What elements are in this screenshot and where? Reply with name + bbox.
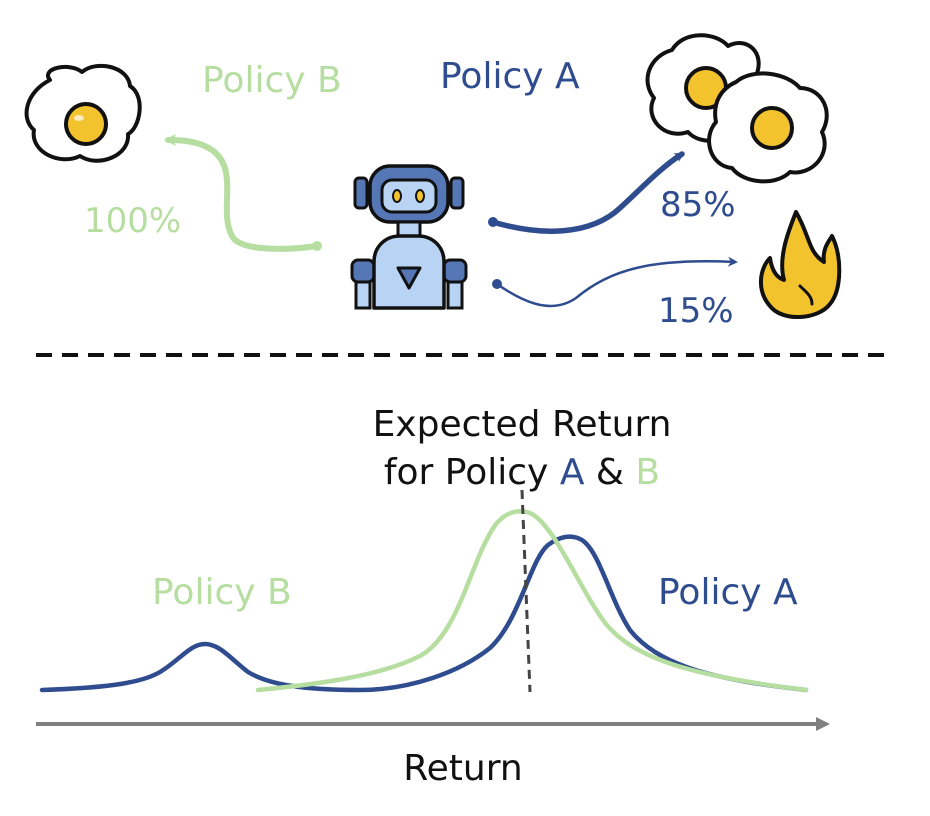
policy-b-probability: 100% xyxy=(84,201,181,241)
fire-icon xyxy=(759,210,842,320)
policy-b-arrow xyxy=(164,134,322,252)
expected-return-title-line2: for Policy A & B xyxy=(384,452,660,493)
bottom-policy-b-label: Policy B xyxy=(152,572,292,613)
return-axis-label: Return xyxy=(403,748,522,789)
policy-a-fail-arrow xyxy=(492,256,738,308)
policy-a-success-probability: 85% xyxy=(660,185,736,225)
policy-a-success-arrow xyxy=(488,151,685,234)
two-fried-eggs-icon xyxy=(645,33,829,184)
bottom-policy-a-label: Policy A xyxy=(658,572,798,613)
fried-egg-icon xyxy=(24,63,142,163)
policy-b-distribution-curve xyxy=(255,509,809,693)
policy-a-distribution-curve xyxy=(39,534,809,693)
top-policy-a-label: Policy A xyxy=(440,56,580,97)
policy-a-fail-probability: 15% xyxy=(658,291,734,331)
expected-return-marker xyxy=(520,489,532,693)
expected-return-title-line1: Expected Return xyxy=(373,404,672,445)
expected-return-amp: & xyxy=(584,452,635,493)
robot-icon xyxy=(350,164,468,310)
top-policy-b-label: Policy B xyxy=(202,60,342,101)
expected-return-b: B xyxy=(635,452,660,493)
expected-return-prefix: for Policy xyxy=(384,452,560,493)
expected-return-a: A xyxy=(560,452,585,493)
